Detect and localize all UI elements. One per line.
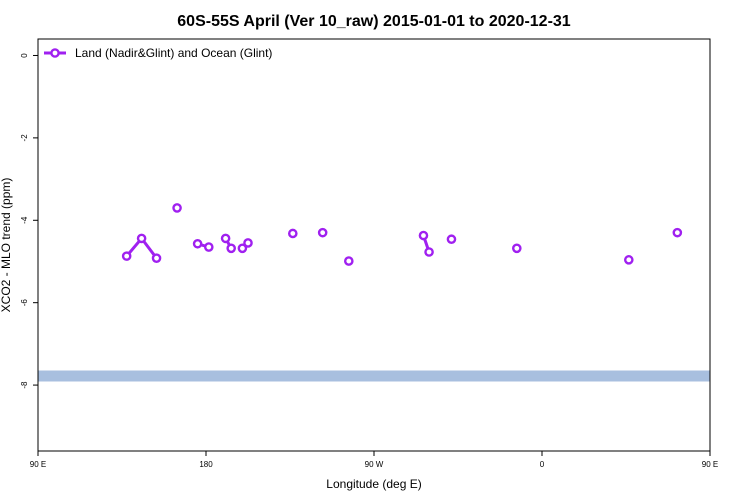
y-tick-label: -8 (20, 381, 29, 389)
data-point (624, 255, 634, 265)
data-point (192, 238, 203, 249)
data-point (121, 251, 132, 261)
data-point (172, 203, 182, 213)
y-tick-label: -4 (20, 216, 29, 224)
x-tick-label: 90 W (365, 460, 384, 469)
y-tick-label: -6 (20, 299, 29, 307)
plot-frame (37, 38, 711, 452)
x-tick-label: 90 E (30, 460, 46, 469)
data-point (512, 243, 522, 254)
data-point (317, 227, 328, 238)
data-point (136, 233, 147, 244)
x-tick-label: 0 (540, 460, 545, 469)
data-point (203, 242, 214, 252)
data-point (226, 243, 236, 254)
x-axis-label: Longitude (deg E) (326, 477, 421, 491)
legend: Land (Nadir&Glint) and Ocean (Glint) (44, 46, 272, 60)
data-point (151, 253, 162, 263)
data-point (424, 247, 434, 257)
data-point (243, 238, 253, 248)
data-point (446, 234, 457, 245)
data-point (672, 227, 683, 238)
legend-marker (50, 48, 60, 58)
y-tick-label: -2 (20, 134, 29, 142)
y-axis-label: XCO2 - MLO trend (ppm) (0, 178, 13, 313)
x-tick-label: 90 E (702, 460, 718, 469)
chart-title: 60S-55S April (Ver 10_raw) 2015-01-01 to… (177, 13, 571, 30)
series-layer (121, 203, 683, 266)
data-point (220, 233, 231, 244)
x-tick-label: 180 (199, 460, 213, 469)
data-point (343, 256, 354, 266)
y-tick-label: 0 (20, 53, 29, 58)
data-point (287, 228, 298, 239)
data-point (237, 243, 248, 254)
data-point (418, 230, 429, 241)
legend-label: Land (Nadir&Glint) and Ocean (Glint) (75, 46, 272, 60)
